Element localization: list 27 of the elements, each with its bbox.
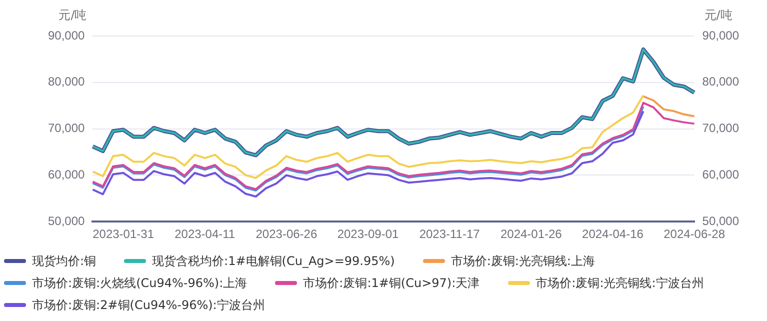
legend-label: 市场价:废铜:1#铜(Cu>97):天津 [303, 274, 480, 292]
legend-label: 现货均价:铜 [32, 252, 96, 270]
y-tick-label: 60,000 [48, 168, 86, 182]
y2-tick-label: 60,000 [702, 168, 740, 182]
y2-tick-label: 50,000 [702, 214, 740, 228]
legend-label: 市场价:废铜:光亮铜线:上海 [450, 252, 595, 270]
y-tick-label: 90,000 [48, 28, 86, 42]
x-tick-label: 2023-09-01 [337, 227, 400, 242]
x-tick-label: 2023-11-17 [419, 227, 480, 242]
legend-label: 市场价:废铜:2#铜(Cu94%-96%):宁波台州 [32, 296, 265, 314]
y-axis-title: 元/吨 [58, 8, 87, 22]
y2-tick-label: 80,000 [702, 74, 740, 89]
y-tick-label: 50,000 [48, 214, 86, 228]
x-tick-label: 2023-06-26 [256, 227, 318, 242]
x-tick-label: 2024-04-16 [582, 227, 644, 242]
x-tick-label: 2024-01-26 [500, 227, 562, 242]
legend-label: 市场价:废铜:光亮铜线:宁波台州 [536, 274, 704, 292]
x-tick-label: 2023-01-31 [92, 227, 154, 242]
y-tick-label: 80,000 [48, 74, 86, 89]
y2-axis-title: 元/吨 [704, 8, 732, 22]
legend-label: 市场价:废铜:火烧线(Cu94%-96%):上海 [32, 274, 248, 292]
legend-label: 现货含税均价:1#电解铜(Cu_Ag>=99.95%) [152, 252, 395, 270]
y2-tick-label: 70,000 [702, 121, 740, 136]
y2-tick-label: 90,000 [702, 28, 740, 42]
y-tick-label: 70,000 [48, 121, 86, 136]
x-tick-label: 2023-04-11 [174, 227, 236, 242]
x-tick-label: 2024-06-28 [664, 227, 726, 242]
